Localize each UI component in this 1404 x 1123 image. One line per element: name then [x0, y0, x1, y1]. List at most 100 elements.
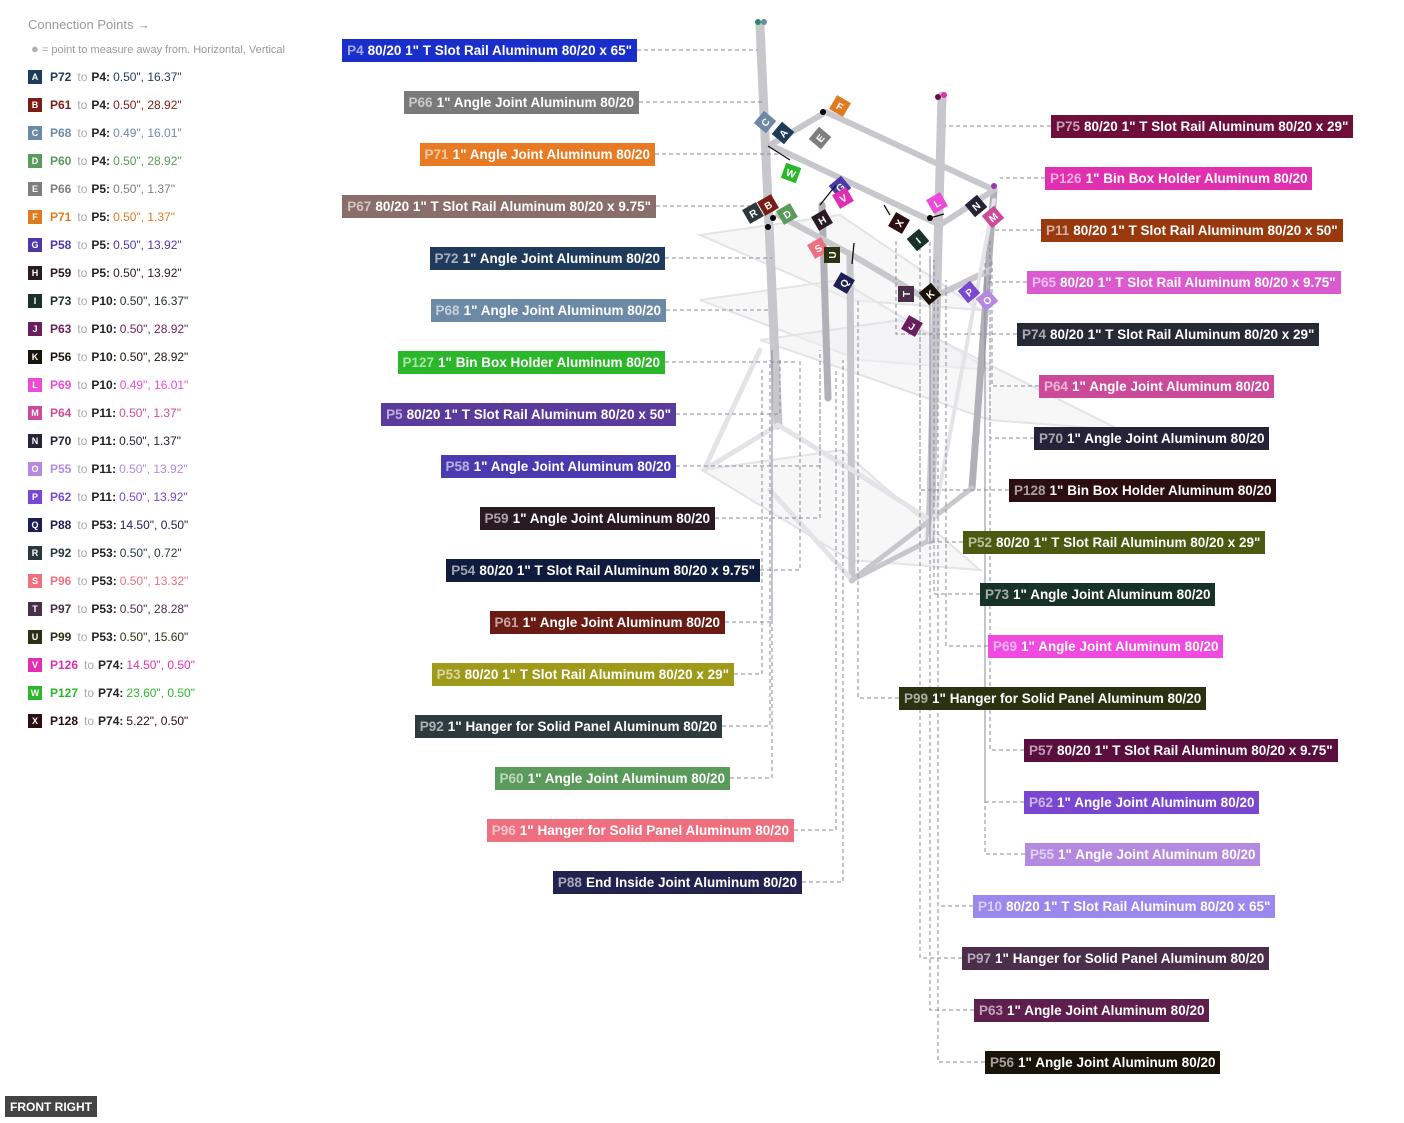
part-label-p5[interactable]: P5 80/20 1" T Slot Rail Aluminum 80/20 x …	[381, 403, 676, 426]
cp-tag-s[interactable]: S	[807, 237, 829, 259]
part-label-p61[interactable]: P61 1" Angle Joint Aluminum 80/20	[489, 611, 725, 634]
part-label-p4[interactable]: P4 80/20 1" T Slot Rail Aluminum 80/20 x …	[342, 39, 637, 62]
part-label-p11[interactable]: P11 80/20 1" T Slot Rail Aluminum 80/20 x…	[1041, 219, 1343, 242]
part-label-p68[interactable]: P68 1" Angle Joint Aluminum 80/20	[430, 299, 666, 322]
cp-tag-n[interactable]: N	[964, 194, 988, 218]
legend-row-x[interactable]: X P128 to P74: 5.22", 0.50"	[28, 713, 188, 729]
legend-from-part: P61	[50, 98, 72, 112]
legend-row-g[interactable]: G P58 to P5: 0.50", 13.92"	[28, 237, 182, 253]
legend-row-n[interactable]: N P70 to P11: 0.50", 1.37"	[28, 433, 181, 449]
part-label-p60[interactable]: P60 1" Angle Joint Aluminum 80/20	[494, 767, 730, 790]
part-label-p75[interactable]: P75 80/20 1" T Slot Rail Aluminum 80/20 x…	[1051, 115, 1354, 138]
part-label-p55[interactable]: P55 1" Angle Joint Aluminum 80/20	[1025, 843, 1261, 866]
legend-target-part: P11:	[91, 462, 117, 476]
part-label-p59[interactable]: P59 1" Angle Joint Aluminum 80/20	[479, 507, 715, 530]
legend-row-e[interactable]: E P66 to P5: 0.50", 1.37"	[28, 181, 175, 197]
cp-tag-q[interactable]: Q	[833, 272, 855, 294]
legend-row-w[interactable]: W P127 to P74: 23.60", 0.50"	[28, 685, 195, 701]
cp-tag-t[interactable]: T	[898, 286, 914, 302]
legend-row-f[interactable]: F P71 to P5: 0.50", 1.37"	[28, 209, 175, 225]
legend-row-v[interactable]: V P126 to P74: 14.50", 0.50"	[28, 657, 195, 673]
connection-dot	[765, 224, 771, 230]
part-label-p58[interactable]: P58 1" Angle Joint Aluminum 80/20	[440, 455, 676, 478]
legend-row-u[interactable]: U P99 to P53: 0.50", 15.60"	[28, 629, 188, 645]
part-label-p72[interactable]: P72 1" Angle Joint Aluminum 80/20	[429, 247, 665, 270]
legend-row-p[interactable]: P P62 to P11: 0.50", 13.92"	[28, 489, 188, 505]
part-label-p66[interactable]: P66 1" Angle Joint Aluminum 80/20	[403, 91, 639, 114]
legend-letter-badge: P	[28, 490, 42, 504]
legend-row-o[interactable]: O P55 to P11: 0.50", 13.92"	[28, 461, 188, 477]
legend-target-part: P53:	[91, 518, 117, 532]
view-label[interactable]: FRONT RIGHT	[5, 1096, 97, 1117]
cp-tag-a[interactable]: A	[771, 121, 795, 145]
part-label-p74[interactable]: P74 80/20 1" T Slot Rail Aluminum 80/20 x…	[1017, 323, 1320, 346]
part-label-p127[interactable]: P127 1" Bin Box Holder Aluminum 80/20	[397, 351, 665, 374]
part-label-p62[interactable]: P62 1" Angle Joint Aluminum 80/20	[1024, 791, 1260, 814]
part-label-p67[interactable]: P67 80/20 1" T Slot Rail Aluminum 80/20 x…	[342, 195, 656, 218]
legend-row-r[interactable]: R P92 to P53: 0.50", 0.72"	[28, 545, 182, 561]
legend-row-t[interactable]: T P97 to P53: 0.50", 28.28"	[28, 601, 188, 617]
cp-tag-i[interactable]: I	[906, 228, 930, 252]
part-name: 80/20 1" T Slot Rail Aluminum 80/20 x 50…	[406, 407, 671, 422]
part-label-p56[interactable]: P56 1" Angle Joint Aluminum 80/20	[985, 1051, 1221, 1074]
legend-row-b[interactable]: B P61 to P4: 0.50", 28.92"	[28, 97, 182, 113]
cp-tag-bg	[811, 209, 833, 231]
rail-top-back	[823, 109, 997, 193]
legend-row-j[interactable]: J P63 to P10: 0.50", 28.92"	[28, 321, 188, 337]
part-label-p71[interactable]: P71 1" Angle Joint Aluminum 80/20	[419, 143, 655, 166]
part-label-p96[interactable]: P96 1" Hanger for Solid Panel Aluminum 80…	[486, 819, 794, 842]
part-label-p128[interactable]: P128 1" Bin Box Holder Aluminum 80/20	[1009, 479, 1277, 502]
cp-tag-r[interactable]: R	[742, 202, 764, 224]
legend-row-c[interactable]: C P68 to P4: 0.49", 16.01"	[28, 125, 182, 141]
cp-tag-o[interactable]: O	[975, 288, 999, 312]
cp-tag-m[interactable]: M	[981, 205, 1005, 229]
cp-tag-u[interactable]: U	[824, 247, 840, 263]
part-label-p10[interactable]: P10 80/20 1" T Slot Rail Aluminum 80/20 x…	[973, 895, 1276, 918]
cp-tag-bg	[780, 162, 802, 184]
part-label-p99[interactable]: P99 1" Hanger for Solid Panel Aluminum 80…	[899, 687, 1207, 710]
legend-from-part: P73	[50, 294, 72, 308]
legend-row-h[interactable]: H P59 to P5: 0.50", 13.92"	[28, 265, 182, 281]
part-label-p64[interactable]: P64 1" Angle Joint Aluminum 80/20	[1039, 375, 1275, 398]
cp-tag-k[interactable]: K	[918, 282, 942, 306]
leader-line	[984, 280, 1025, 855]
part-label-p92[interactable]: P92 1" Hanger for Solid Panel Aluminum 80…	[414, 715, 722, 738]
cp-tag-b[interactable]: B	[757, 194, 779, 216]
cp-tag-j[interactable]: J	[901, 315, 923, 337]
legend-row-d[interactable]: D P60 to P4: 0.50", 28.92"	[28, 153, 182, 169]
cp-tag-x[interactable]: X	[888, 212, 910, 234]
part-label-p97[interactable]: P97 1" Hanger for Solid Panel Aluminum 80…	[962, 947, 1270, 970]
legend-row-m[interactable]: M P64 to P11: 0.50", 1.37"	[28, 405, 181, 421]
part-label-p63[interactable]: P63 1" Angle Joint Aluminum 80/20	[974, 999, 1210, 1022]
cp-tag-e[interactable]: E	[808, 126, 832, 150]
legend-target-part: P53:	[91, 546, 117, 560]
part-label-p126[interactable]: P126 1" Bin Box Holder Aluminum 80/20	[1045, 167, 1313, 190]
part-label-p57[interactable]: P57 80/20 1" T Slot Rail Aluminum 80/20 x…	[1024, 739, 1338, 762]
part-name: 1" Hanger for Solid Panel Aluminum 80/20	[447, 719, 717, 734]
cp-tag-d[interactable]: D	[776, 203, 798, 225]
part-label-p69[interactable]: P69 1" Angle Joint Aluminum 80/20	[988, 635, 1224, 658]
cp-tag-f[interactable]: F	[829, 95, 851, 117]
legend-row-k[interactable]: K P56 to P10: 0.50", 28.92"	[28, 349, 188, 365]
part-label-p65[interactable]: P65 80/20 1" T Slot Rail Aluminum 80/20 x…	[1027, 271, 1341, 294]
leader-line	[676, 350, 821, 467]
cp-tag-h[interactable]: H	[811, 209, 833, 231]
part-label-p54[interactable]: P54 80/20 1" T Slot Rail Aluminum 80/20 x…	[446, 559, 760, 582]
legend-row-a[interactable]: A P72 to P4: 0.50", 16.37"	[28, 69, 182, 85]
part-label-p52[interactable]: P52 80/20 1" T Slot Rail Aluminum 80/20 x…	[963, 531, 1266, 554]
legend-row-s[interactable]: S P96 to P53: 0.50", 13.32"	[28, 573, 188, 589]
part-label-p88[interactable]: P88 End Inside Joint Aluminum 80/20	[552, 871, 802, 894]
part-id: P54	[451, 563, 476, 578]
cp-tag-l[interactable]: L	[926, 192, 948, 214]
cp-tag-v[interactable]: V	[832, 187, 854, 209]
part-label-p53[interactable]: P53 80/20 1" T Slot Rail Aluminum 80/20 x…	[431, 663, 734, 686]
legend-row-l[interactable]: L P69 to P10: 0.49", 16.01"	[28, 377, 188, 393]
part-label-p73[interactable]: P73 1" Angle Joint Aluminum 80/20	[980, 583, 1216, 606]
part-label-p70[interactable]: P70 1" Angle Joint Aluminum 80/20	[1034, 427, 1270, 450]
cp-tag-w[interactable]: W	[780, 162, 802, 184]
legend-row-i[interactable]: I P73 to P10: 0.50", 16.37"	[28, 293, 188, 309]
cp-tag-p[interactable]: P	[957, 280, 981, 304]
cp-tag-c[interactable]: C	[753, 110, 777, 134]
legend-row-q[interactable]: Q P88 to P53: 14.50", 0.50"	[28, 517, 188, 533]
